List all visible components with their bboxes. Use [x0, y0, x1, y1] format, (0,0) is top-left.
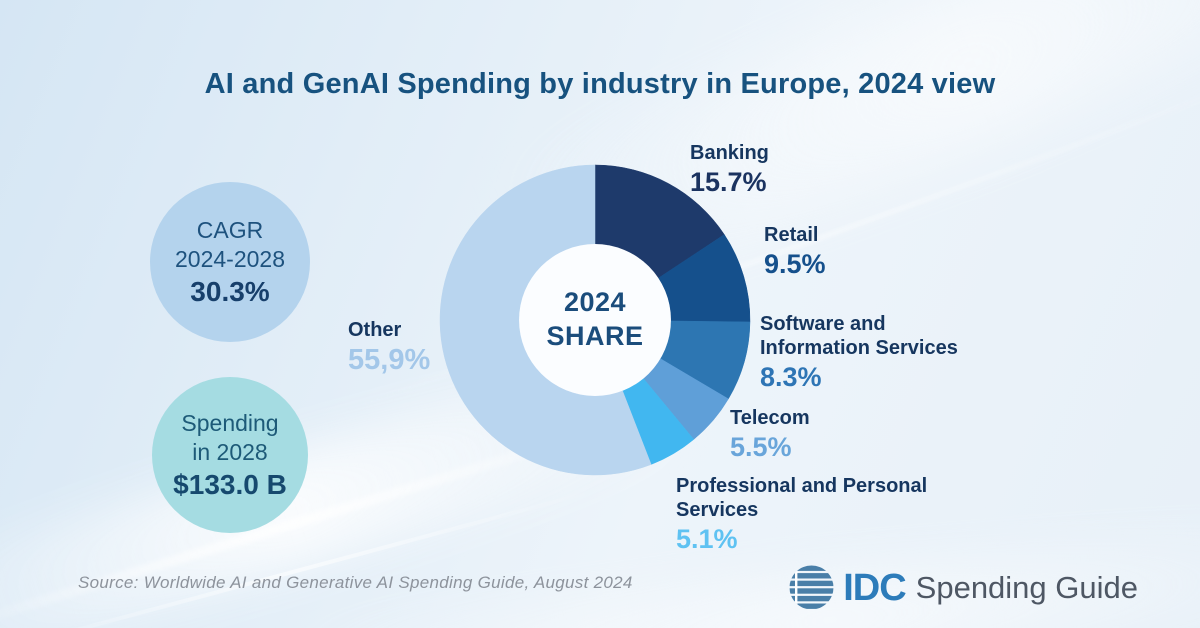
idc-logo: IDC Spending Guide: [788, 564, 1138, 611]
callout-banking-label: Banking: [690, 142, 769, 164]
donut-chart: 2024 SHARE: [435, 160, 755, 480]
callout-other-label: Other: [348, 319, 402, 341]
callout-other: Other 55,9%: [348, 318, 430, 377]
callout-pps-label-line1: Professional and Personal: [676, 475, 928, 497]
donut-center-label: 2024 SHARE: [435, 160, 755, 480]
callout-sis-label-line1: Software and: [760, 313, 886, 335]
callout-sis-label-line2: Information Services: [760, 337, 958, 359]
background-sheen: [0, 487, 600, 628]
donut-center-line1: 2024: [563, 287, 627, 318]
spending-guide-text: Spending Guide: [915, 570, 1138, 605]
spending-stat-circle: Spending in 2028 $133.0 B: [152, 377, 308, 533]
callout-pps-value: 5.1%: [676, 524, 738, 554]
donut-center-line2: SHARE: [546, 321, 644, 351]
spending-label-line1: Spending: [181, 409, 279, 436]
callout-banking: Banking 15.7%: [690, 141, 769, 198]
donut-chart-svg: [439, 164, 751, 476]
callout-pps-label-line2: Services: [676, 499, 759, 521]
cagr-stat-circle: CAGR 2024-2028 30.3%: [150, 182, 310, 342]
page-title: AI and GenAI Spending by industry in Eur…: [204, 68, 996, 100]
callout-software-information-services: Software and Information Services 8.3%: [760, 312, 958, 393]
donut-hole: [519, 244, 671, 396]
callout-other-value: 55,9%: [348, 344, 431, 376]
callout-banking-value: 15.7%: [690, 167, 767, 197]
spending-label-line2: in 2028: [192, 438, 268, 465]
callout-telecom: Telecom 5.5%: [730, 406, 810, 463]
spending-value: $133.0 B: [173, 469, 287, 501]
callout-telecom-value: 5.5%: [730, 432, 792, 462]
idc-brand-text: IDC: [843, 566, 906, 609]
cagr-label-line2: 2024-2028: [175, 245, 285, 272]
callout-retail-label: Retail: [764, 224, 819, 246]
idc-globe-icon: [789, 565, 834, 610]
callout-telecom-label: Telecom: [730, 407, 810, 429]
callout-retail-value: 9.5%: [764, 249, 826, 279]
cagr-label-line1: CAGR: [196, 216, 264, 243]
callout-sis-value: 8.3%: [760, 362, 822, 392]
cagr-value: 30.3%: [190, 276, 270, 308]
source-note: Source: Worldwide AI and Generative AI S…: [78, 573, 633, 592]
callout-professional-personal-services: Professional and Personal Services 5.1%: [676, 474, 927, 555]
callout-retail: Retail 9.5%: [764, 223, 826, 280]
